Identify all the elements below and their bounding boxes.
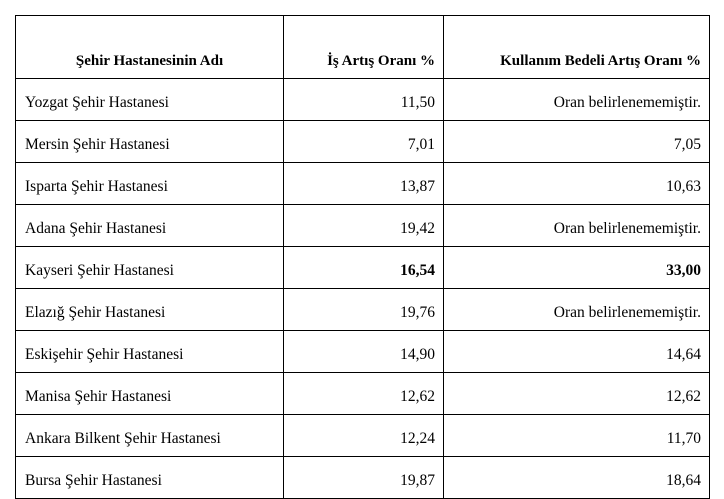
usage-fee-increase-cell: Oran belirlenememiştir. <box>443 204 710 247</box>
work-increase-cell: 7,01 <box>283 120 444 163</box>
table-row: Elazığ Şehir Hastanesi 19,76 Oran belirl… <box>15 288 710 331</box>
work-increase-cell: 12,24 <box>283 414 444 457</box>
hospital-name-cell: Yozgat Şehir Hastanesi <box>15 78 284 121</box>
usage-fee-increase-cell: 18,64 <box>443 456 710 499</box>
hospital-name-cell: Adana Şehir Hastanesi <box>15 204 284 247</box>
usage-fee-increase-cell: 14,64 <box>443 330 710 373</box>
usage-fee-increase-cell: 11,70 <box>443 414 710 457</box>
table-row: Yozgat Şehir Hastanesi 11,50 Oran belirl… <box>15 78 710 121</box>
work-increase-cell: 19,76 <box>283 288 444 331</box>
work-increase-cell: 19,87 <box>283 456 444 499</box>
table-row: Ankara Bilkent Şehir Hastanesi 12,24 11,… <box>15 414 710 457</box>
hospital-name-cell: Elazığ Şehir Hastanesi <box>15 288 284 331</box>
work-increase-cell: 19,42 <box>283 204 444 247</box>
hospital-rates-table: Şehir Hastanesinin Adı İş Artış Oranı % … <box>15 15 710 499</box>
usage-fee-increase-cell: 7,05 <box>443 120 710 163</box>
hospital-name-cell: Bursa Şehir Hastanesi <box>15 456 284 499</box>
usage-fee-increase-cell: 10,63 <box>443 162 710 205</box>
table-body: Yozgat Şehir Hastanesi 11,50 Oran belirl… <box>15 78 710 499</box>
hospital-name-cell: Mersin Şehir Hastanesi <box>15 120 284 163</box>
hospital-name-cell: Eskişehir Şehir Hastanesi <box>15 330 284 373</box>
table-row: Eskişehir Şehir Hastanesi 14,90 14,64 <box>15 330 710 373</box>
table-row: Isparta Şehir Hastanesi 13,87 10,63 <box>15 162 710 205</box>
hospital-name-cell: Ankara Bilkent Şehir Hastanesi <box>15 414 284 457</box>
work-increase-cell: 13,87 <box>283 162 444 205</box>
header-row: Şehir Hastanesinin Adı İş Artış Oranı % … <box>15 15 710 79</box>
hospital-name-cell: Manisa Şehir Hastanesi <box>15 372 284 415</box>
table-row: Mersin Şehir Hastanesi 7,01 7,05 <box>15 120 710 163</box>
table-row: Kayseri Şehir Hastanesi 16,54 33,00 <box>15 246 710 289</box>
table-row: Bursa Şehir Hastanesi 19,87 18,64 <box>15 456 710 499</box>
hospital-name-cell: Isparta Şehir Hastanesi <box>15 162 284 205</box>
usage-fee-increase-cell: Oran belirlenememiştir. <box>443 78 710 121</box>
table-header: Şehir Hastanesinin Adı İş Artış Oranı % … <box>15 15 710 79</box>
work-increase-cell: 11,50 <box>283 78 444 121</box>
header-hospital-name: Şehir Hastanesinin Adı <box>15 15 284 79</box>
usage-fee-increase-cell: 33,00 <box>443 246 710 289</box>
table-row: Adana Şehir Hastanesi 19,42 Oran belirle… <box>15 204 710 247</box>
header-work-increase: İş Artış Oranı % <box>283 15 444 79</box>
usage-fee-increase-cell: Oran belirlenememiştir. <box>443 288 710 331</box>
work-increase-cell: 12,62 <box>283 372 444 415</box>
table-row: Manisa Şehir Hastanesi 12,62 12,62 <box>15 372 710 415</box>
work-increase-cell: 16,54 <box>283 246 444 289</box>
hospital-name-cell: Kayseri Şehir Hastanesi <box>15 246 284 289</box>
work-increase-cell: 14,90 <box>283 330 444 373</box>
usage-fee-increase-cell: 12,62 <box>443 372 710 415</box>
header-usage-fee-increase: Kullanım Bedeli Artış Oranı % <box>443 15 710 79</box>
